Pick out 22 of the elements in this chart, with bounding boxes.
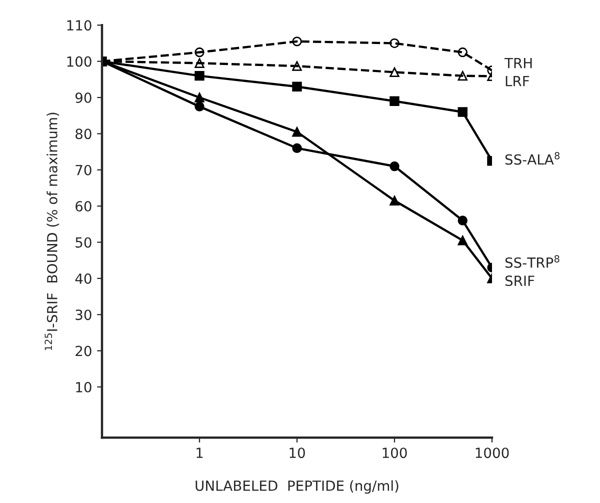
y-tick-label: 10 (76, 382, 92, 392)
y-tick-label: 60 (76, 201, 92, 212)
y-tick-label: 110 (67, 20, 92, 31)
y-tick-label: 20 (76, 346, 92, 356)
x-tick-label: 100 (382, 448, 407, 458)
series-label: SS-ALA$^{8}$ (505, 152, 560, 165)
y-tick-label: 70 (76, 164, 92, 176)
series-label: LRF (506, 76, 530, 86)
y-tick-label: 80 (76, 128, 92, 140)
series-label: SRIF (505, 276, 534, 286)
series-label: TRH (504, 58, 532, 68)
y-tick-label: 30 (76, 310, 92, 320)
y-tick-label: 40 (75, 273, 92, 284)
x-tick-label: 10 (290, 448, 305, 458)
x-tick-label: 1000 (476, 448, 509, 458)
y-tick-label: 90 (75, 92, 92, 103)
series-label: SS-TRP$^{8}$ (505, 255, 560, 268)
x-tick-label: 1 (196, 448, 203, 458)
y-tick-label: 50 (76, 237, 92, 248)
y-axis-title: $^{125}$I-SRIF BOUND (% of maximum) (44, 112, 60, 350)
x-axis-title: UNLABELED PEPTIDE (ng/ml) (196, 480, 398, 494)
y-tick-label: 100 (67, 56, 92, 67)
